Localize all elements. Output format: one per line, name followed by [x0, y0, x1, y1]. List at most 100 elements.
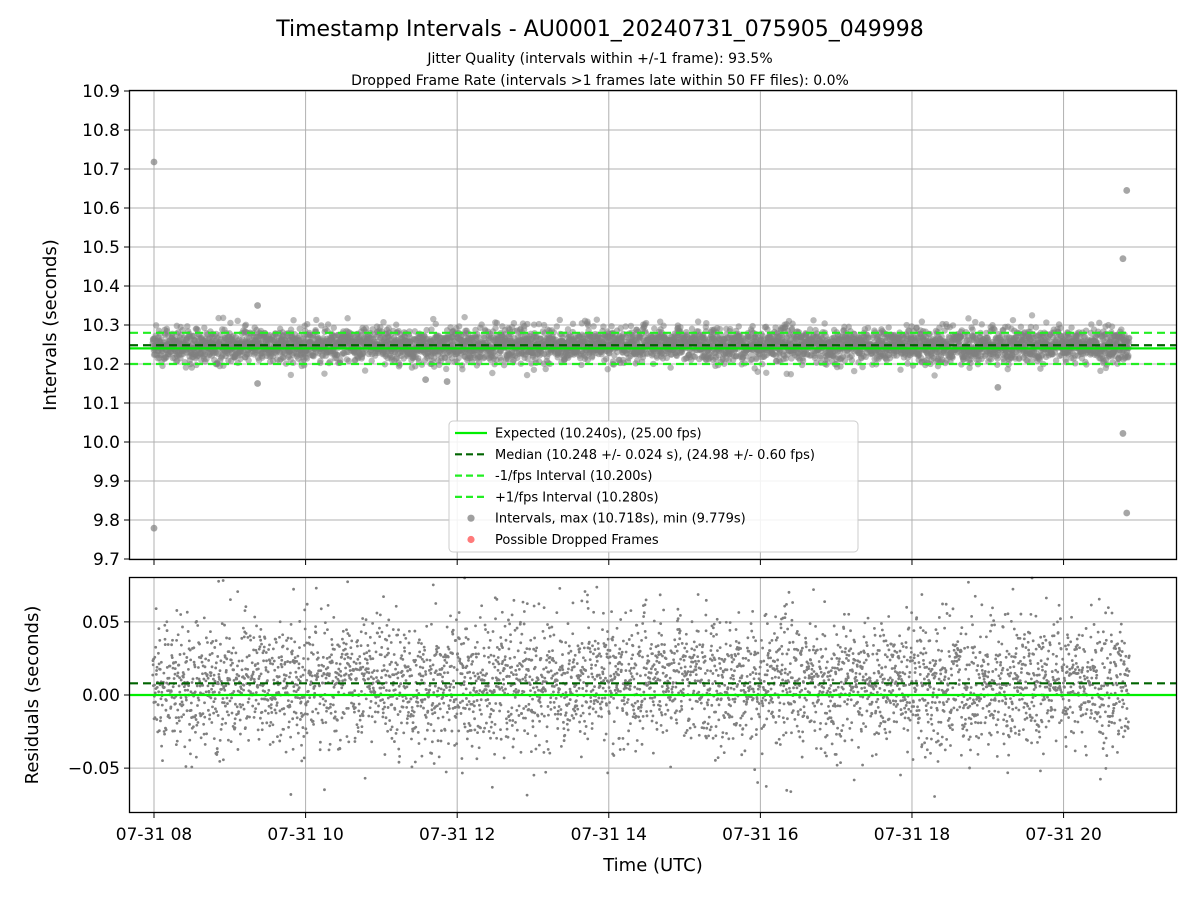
interval-point — [423, 326, 430, 334]
residual-point — [224, 684, 228, 688]
residual-point — [151, 663, 155, 667]
residual-point — [194, 730, 197, 734]
residual-point — [191, 677, 195, 681]
interval-point — [330, 324, 337, 331]
residual-point — [189, 752, 192, 756]
interval-point — [361, 367, 369, 374]
residual-point — [178, 653, 182, 656]
interval-point — [493, 319, 501, 327]
interval-point — [667, 364, 674, 371]
residual-point — [216, 682, 220, 686]
residual-point — [283, 661, 287, 664]
residual-point — [167, 713, 170, 717]
interval-point — [219, 314, 227, 322]
residual-point — [231, 661, 234, 665]
residual-point — [243, 676, 246, 680]
residual-point — [178, 690, 182, 694]
legend-label: Expected (10.240s), (25.00 fps) — [495, 427, 702, 442]
residual-point — [270, 711, 274, 714]
residual-point — [228, 699, 232, 703]
residual-point — [182, 652, 186, 656]
residual-point — [181, 625, 184, 629]
residual-point — [281, 644, 285, 648]
residual-point — [225, 696, 229, 700]
residual-point — [185, 659, 188, 663]
interval-point — [461, 313, 468, 321]
residual-point — [266, 711, 270, 715]
interval-point — [201, 324, 208, 332]
interval-outlier-point — [422, 376, 430, 383]
residual-point — [243, 609, 247, 613]
residual-point — [257, 677, 261, 681]
residual-point — [203, 701, 206, 705]
residual-point — [223, 688, 227, 692]
residual-point — [278, 739, 282, 743]
residual-point — [235, 677, 239, 681]
residual-point — [206, 708, 210, 712]
residual-point — [173, 672, 177, 676]
residual-point — [274, 640, 278, 644]
residual-point — [180, 700, 184, 704]
interval-point — [523, 371, 531, 379]
interval-point — [344, 315, 351, 322]
interval-point — [972, 318, 979, 326]
residual-point — [242, 707, 246, 711]
residual-point — [154, 607, 158, 611]
interval-outlier-point — [1119, 430, 1127, 437]
top-y-tick-label: 10.4 — [82, 277, 120, 297]
residual-point — [171, 638, 174, 642]
residual-point — [190, 765, 194, 769]
residual-point — [208, 717, 211, 721]
interval-point — [215, 314, 222, 322]
residual-point — [177, 684, 181, 688]
residual-point — [258, 674, 261, 678]
bottom-panel: −0.050.000.05 07-31 08 07-31 10 07-31 12 07… — [22, 576, 1178, 876]
residual-point — [169, 690, 173, 693]
residual-point — [221, 579, 225, 582]
residual-point — [175, 739, 179, 743]
residual-point — [159, 716, 163, 719]
residual-point — [226, 738, 230, 742]
residual-point — [187, 684, 191, 688]
residual-point — [193, 665, 197, 669]
residual-point — [158, 639, 162, 642]
residual-point — [169, 705, 173, 709]
residual-point — [208, 713, 212, 717]
interval-point — [789, 320, 796, 327]
residual-point — [203, 743, 207, 746]
top-y-tick-label: 10.3 — [82, 316, 120, 336]
residual-point — [195, 620, 198, 623]
residual-point — [166, 643, 170, 646]
interval-point — [590, 323, 597, 330]
interval-point — [787, 370, 794, 378]
interval-point — [184, 323, 191, 330]
residual-point — [259, 716, 262, 720]
residual-point — [267, 688, 271, 692]
interval-point — [965, 315, 972, 322]
residual-point — [179, 678, 183, 682]
residual-point — [157, 627, 161, 631]
residual-point — [179, 696, 183, 700]
residual-point — [171, 685, 175, 689]
interval-point — [726, 325, 734, 333]
residual-point — [196, 704, 199, 707]
interval-point — [530, 366, 538, 373]
interval-outlier-point — [1123, 187, 1131, 194]
top-y-tick-label: 9.9 — [93, 472, 120, 492]
residual-point — [162, 671, 166, 675]
interval-outlier-point — [443, 378, 451, 385]
residual-point — [269, 706, 273, 710]
interval-point — [1096, 319, 1103, 327]
residual-point — [219, 659, 223, 663]
residual-point — [274, 711, 278, 715]
residual-point — [209, 696, 213, 700]
residual-point — [185, 709, 189, 713]
residual-point — [247, 654, 251, 657]
interval-point — [362, 325, 370, 332]
residual-point — [220, 722, 224, 726]
residual-point — [278, 620, 282, 624]
residual-point — [204, 679, 208, 683]
residual-point — [256, 728, 260, 732]
interval-point — [443, 365, 450, 373]
interval-point — [556, 316, 563, 324]
